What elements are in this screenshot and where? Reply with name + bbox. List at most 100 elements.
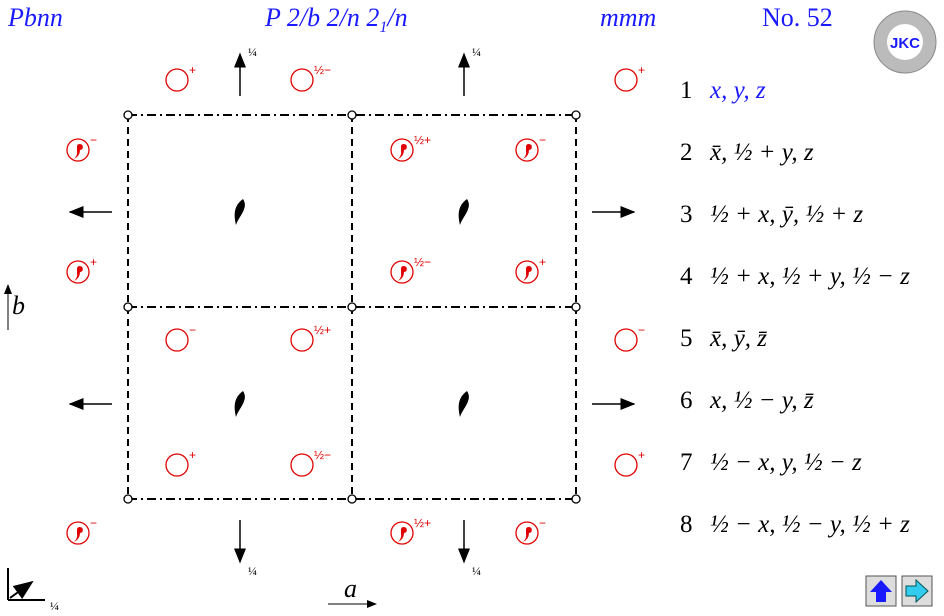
position-circle [66, 521, 90, 545]
position-coords: x̄, ȳ, z̄ [709, 325, 768, 352]
logo: JKC [873, 10, 937, 74]
sign-label: + [539, 255, 546, 269]
position-coords: x, ½ − y, z̄ [709, 387, 814, 414]
sign-label: ½− [314, 63, 331, 77]
sign-label: + [638, 63, 645, 77]
position-coords: ½ + x, ȳ, ½ + z [710, 201, 863, 228]
position-coords: ½ − x, ½ − y, ½ + z [710, 511, 910, 538]
up-button[interactable] [865, 575, 897, 607]
position-circle [390, 521, 414, 545]
sign-label: + [90, 255, 97, 269]
position-symbol: − [66, 516, 97, 545]
position-symbol: − [66, 133, 97, 162]
position-symbol: ½− [290, 448, 331, 477]
position-circle [165, 68, 189, 92]
full-symbol-subscript: 1 [379, 19, 387, 36]
position-circle [614, 68, 638, 92]
lattice-point [123, 494, 133, 504]
position-symbol: + [614, 63, 645, 92]
screw-axis [234, 391, 245, 417]
comma [523, 144, 532, 159]
position-number: 7 [680, 449, 693, 476]
sign-label: − [189, 323, 196, 337]
position-symbol: ½− [290, 63, 331, 92]
lattice-point [347, 302, 357, 312]
sign-label: ½+ [314, 323, 331, 337]
position-coords: x̄, ½ + y, z [709, 139, 814, 166]
sign-label: − [90, 516, 97, 530]
axis-label: b [12, 291, 25, 320]
position-circle [614, 328, 638, 352]
sign-label: ½+ [414, 133, 431, 147]
height-label: ¼ [472, 564, 481, 578]
position-circle [515, 260, 539, 284]
comma [74, 144, 83, 159]
axis-label: a [344, 574, 357, 603]
screw-axis [234, 199, 245, 225]
position-circle [165, 453, 189, 477]
position-circle [390, 260, 414, 284]
position-symbol: ½+ [390, 133, 431, 162]
a-axis: a [328, 574, 377, 608]
b-axis: b [3, 284, 25, 330]
comma [398, 266, 407, 281]
screw-axis [458, 199, 469, 225]
position-circle [66, 138, 90, 162]
lattice-point [123, 302, 133, 312]
lattice-point [571, 110, 581, 120]
screw-axis [458, 391, 469, 417]
position-symbol: + [66, 255, 97, 284]
full-symbol: P 2/b 2/n 21/n [264, 3, 408, 36]
height-label: ¼ [248, 564, 257, 578]
height-label: ¼ [50, 599, 59, 613]
sign-label: + [189, 448, 196, 462]
position-circle [515, 521, 539, 545]
comma [523, 527, 532, 542]
point-group: mmm [600, 3, 656, 32]
lattice-point [571, 302, 581, 312]
sign-label: − [90, 133, 97, 147]
height-label: ¼ [248, 45, 257, 59]
position-number: 3 [680, 201, 693, 228]
position-coords: ½ + x, ½ + y, ½ − z [710, 263, 910, 290]
sign-label: ½− [314, 448, 331, 462]
comma [523, 266, 532, 281]
position-number: 8 [680, 511, 693, 538]
position-number: 4 [680, 263, 693, 290]
logo-text: JKC [890, 35, 920, 52]
lattice-point [347, 110, 357, 120]
position-circle [165, 328, 189, 352]
group-number: No. 52 [762, 3, 833, 32]
sign-label: + [638, 448, 645, 462]
position-circle [614, 453, 638, 477]
lattice-point [123, 110, 133, 120]
position-symbol: − [614, 323, 645, 352]
sign-label: − [638, 323, 645, 337]
position-circle [390, 138, 414, 162]
position-number: 5 [680, 325, 693, 352]
short-symbol: Pbnn [7, 3, 63, 32]
position-circle [515, 138, 539, 162]
position-symbol: − [515, 516, 546, 545]
sign-label: − [539, 516, 546, 530]
position-circle [66, 260, 90, 284]
lattice-point [571, 494, 581, 504]
comma [398, 527, 407, 542]
position-circle [290, 328, 314, 352]
comma [398, 144, 407, 159]
comma [74, 266, 83, 281]
position-symbol: + [165, 63, 196, 92]
position-number: 6 [680, 387, 693, 414]
position-coords: x, y, z [709, 77, 766, 104]
sign-label: − [539, 133, 546, 147]
position-coords: ½ − x, y, ½ − z [710, 449, 862, 476]
full-symbol-main: P 2/b 2/n 2 [264, 3, 379, 32]
position-symbol: + [165, 448, 196, 477]
next-button[interactable] [901, 575, 933, 607]
lattice-point [347, 494, 357, 504]
position-symbol: − [165, 323, 196, 352]
sign-label: + [189, 63, 196, 77]
comma [74, 527, 83, 542]
position-symbol: + [614, 448, 645, 477]
